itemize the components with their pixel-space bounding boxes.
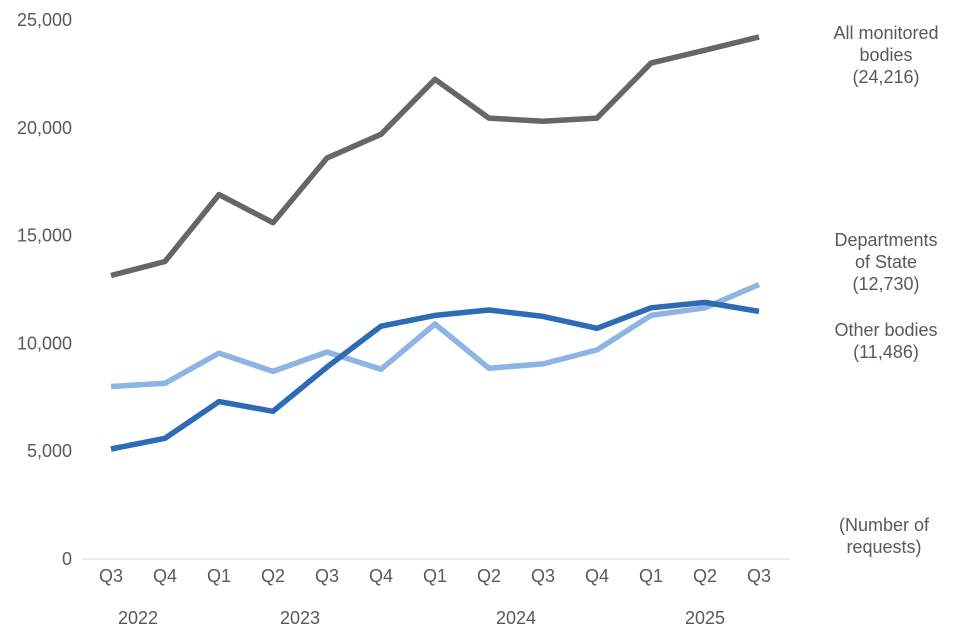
y-axis-ticks: 0 5,000 10,000 15,000 20,000 25,000 [17, 10, 72, 569]
series-label: Other bodies (11,486) [834, 320, 937, 362]
series-line [110, 281, 761, 390]
unit-label-text: (Number of requests) [839, 515, 930, 557]
series-line [110, 299, 760, 452]
x-tick-label: Q2 [477, 566, 501, 586]
y-tick-label: 0 [62, 549, 72, 569]
x-year-label: 2024 [496, 608, 536, 628]
x-tick-label: Q1 [207, 566, 231, 586]
x-tick-label: Q3 [315, 566, 339, 586]
y-tick-label: 10,000 [17, 333, 72, 353]
x-axis-ticks: Q3 Q4 Q1 Q2 Q3 Q4 Q1 Q2 Q3 Q4 Q1 Q2 Q3 [99, 566, 771, 586]
x-tick-label: Q4 [369, 566, 393, 586]
x-tick-label: Q2 [693, 566, 717, 586]
x-tick-label: Q2 [261, 566, 285, 586]
series-line [110, 34, 760, 279]
x-year-label: 2025 [685, 608, 725, 628]
x-tick-label: Q4 [153, 566, 177, 586]
unit-label: (Number of requests) [839, 515, 930, 557]
x-tick-label: Q1 [423, 566, 447, 586]
x-tick-label: Q3 [531, 566, 555, 586]
series-lines [110, 34, 761, 452]
x-tick-label: Q1 [639, 566, 663, 586]
y-tick-label: 20,000 [17, 118, 72, 138]
y-tick-label: 5,000 [27, 441, 72, 461]
series-label: All monitored bodies (24,216) [833, 23, 938, 87]
series-labels: All monitored bodies (24,216) Departments of… [833, 23, 938, 362]
x-tick-label: Q4 [585, 566, 609, 586]
x-tick-label: Q3 [99, 566, 123, 586]
y-tick-label: 15,000 [17, 226, 72, 246]
x-year-label: 2022 [118, 608, 158, 628]
x-year-label: 2023 [280, 608, 320, 628]
y-tick-label: 25,000 [17, 10, 72, 30]
x-axis-years: 2022 2023 2024 2025 [118, 608, 725, 628]
series-label: Departments of State (12,730) [834, 230, 937, 294]
x-tick-label: Q3 [747, 566, 771, 586]
